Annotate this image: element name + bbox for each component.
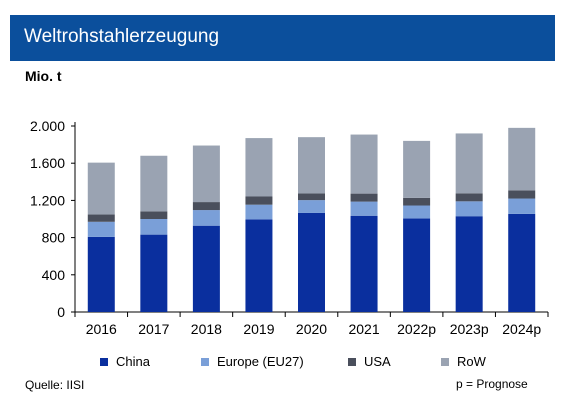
y-axis-unit-label: Mio. t: [25, 68, 62, 84]
x-tick-label: 2017: [138, 321, 169, 337]
bar-europe-eu27--2021: [350, 201, 378, 216]
bar-china-2017: [140, 234, 168, 312]
bar-usa-2017: [140, 211, 168, 219]
bar-europe-eu27--2022p: [403, 205, 431, 219]
bar-usa-2020: [298, 193, 325, 201]
bar-china-2019: [245, 219, 273, 312]
bar-europe-eu27--2016: [87, 221, 115, 237]
x-tick-label: 2019: [243, 321, 274, 337]
header-bar: Weltrohstahlerzeugung: [10, 15, 555, 61]
y-tick-label: 0: [57, 304, 65, 320]
bar-row-2021: [350, 134, 378, 194]
bar-europe-eu27--2017: [140, 219, 168, 235]
legend-label-china: China: [116, 354, 150, 369]
bar-china-2021: [350, 215, 378, 312]
legend-swatch-china: [100, 357, 108, 366]
legend-swatch-row: [441, 357, 449, 366]
x-tick-label: 2022p: [397, 321, 436, 337]
bar-china-2022p: [403, 218, 431, 312]
bar-row-2019: [245, 138, 273, 197]
x-tick-label: 2020: [296, 321, 327, 337]
x-tick-label: 2023p: [450, 321, 489, 337]
chart-title: Weltrohstahlerzeugung: [24, 26, 220, 47]
legend-label-usa: USA: [364, 354, 391, 369]
bar-china-2020: [298, 212, 325, 312]
x-tick-label: 2018: [191, 321, 222, 337]
legend-item-europe: Europe (EU27): [201, 354, 304, 369]
bar-usa-2023p: [455, 193, 483, 202]
y-tick-label: 1.600: [30, 155, 65, 171]
x-tick-label: 2016: [86, 321, 117, 337]
legend-swatch-usa: [348, 357, 356, 366]
bar-europe-eu27--2019: [245, 204, 273, 220]
bar-usa-2019: [245, 196, 273, 205]
source-note: Quelle: IISI: [25, 378, 85, 392]
bar-row-2023p: [455, 133, 483, 194]
x-tick-label: 2021: [348, 321, 379, 337]
bar-europe-eu27--2024p: [508, 198, 536, 214]
legend-label-europe: Europe (EU27): [217, 354, 304, 369]
bar-usa-2022p: [403, 197, 431, 206]
bar-row-2022p: [403, 140, 431, 198]
bar-china-2018: [192, 225, 220, 312]
bar-europe-eu27--2020: [298, 200, 325, 213]
bar-usa-2021: [350, 193, 378, 202]
bar-row-2024p: [508, 127, 536, 191]
bar-usa-2018: [192, 202, 220, 211]
legend-swatch-europe: [201, 357, 209, 366]
bar-usa-2016: [87, 214, 115, 222]
bar-china-2024p: [508, 213, 536, 312]
bar-row-2018: [192, 145, 220, 203]
bar-row-2020: [298, 137, 325, 194]
bar-row-2017: [140, 155, 168, 212]
prognose-note: p = Prognose: [456, 377, 528, 391]
bar-usa-2024p: [508, 190, 536, 199]
y-tick-label: 800: [42, 230, 66, 246]
bar-europe-eu27--2023p: [455, 201, 483, 217]
legend-item-usa: USA: [348, 354, 391, 369]
legend-item-china: China: [100, 354, 150, 369]
y-tick-label: 1.200: [30, 192, 65, 208]
bar-china-2023p: [455, 216, 483, 312]
y-tick-label: 400: [42, 267, 66, 283]
x-tick-label: 2024p: [502, 321, 541, 337]
legend-label-row: RoW: [457, 354, 486, 369]
bar-europe-eu27--2018: [192, 210, 220, 226]
y-tick-label: 2.000: [30, 118, 65, 134]
legend-item-row: RoW: [441, 354, 486, 369]
bar-china-2016: [87, 236, 115, 312]
bar-row-2016: [87, 162, 115, 215]
